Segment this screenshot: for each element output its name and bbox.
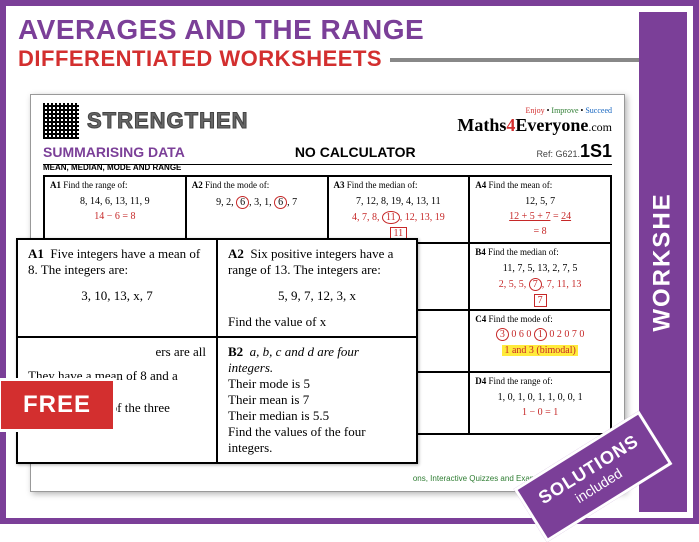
vertical-label: WORKSHE	[649, 192, 677, 331]
no-calculator-label: NO CALCULATOR	[295, 144, 416, 160]
worksheet-headline: SUMMARISING DATA NO CALCULATOR Ref: G621…	[43, 141, 612, 165]
qr-icon	[43, 103, 79, 139]
overlay-b2: B2 a, b, c and d are four integers. Thei…	[217, 337, 417, 463]
summarising-label: SUMMARISING DATA	[43, 144, 185, 160]
title-sub: DIFFERENTIATED WORKSHEETS	[18, 46, 681, 72]
free-badge: FREE	[0, 378, 116, 432]
main-frame: AVERAGES AND THE RANGE DIFFERENTIATED WO…	[0, 0, 699, 524]
overlay-a1: A1 Five integers have a mean of 8. The i…	[17, 239, 217, 337]
brand-logo: Enjoy • Improve • Succeed Maths4Everyone…	[457, 106, 612, 136]
cell-b4: B4 Find the median of: 11, 7, 5, 13, 2, …	[469, 243, 611, 310]
title-main: AVERAGES AND THE RANGE	[18, 14, 681, 46]
brand-tagline: Enjoy • Improve • Succeed	[457, 106, 612, 115]
cell-d4: D4 Find the range of: 1, 0, 1, 0, 1, 1, …	[469, 372, 611, 434]
strengthen-label: STRENGTHEN	[87, 108, 249, 134]
cell-a4: A4 Find the mean of: 12, 5, 7 12 + 5 + 7…	[469, 176, 611, 243]
cell-a2: A2 Find the mode of: 9, 2, 6, 3, 1, 6, 7	[186, 176, 328, 243]
header: AVERAGES AND THE RANGE DIFFERENTIATED WO…	[6, 6, 693, 76]
cell-a1: A1 Find the range of: 8, 14, 6, 13, 11, …	[44, 176, 186, 243]
cell-a3: A3 Find the median of: 7, 12, 8, 19, 4, …	[328, 176, 470, 243]
subtitle-label: MEAN, MEDIAN, MODE AND RANGE	[43, 163, 612, 172]
worksheet-top-row: STRENGTHEN Enjoy • Improve • Succeed Mat…	[43, 103, 612, 139]
cell-c4: C4 Find the mode of: 3 0 6 0 1 0 2 0 7 0…	[469, 310, 611, 372]
ref-label: Ref: G621.1S1	[536, 141, 612, 162]
overlay-a2: A2 Six positive integers have a range of…	[217, 239, 417, 337]
